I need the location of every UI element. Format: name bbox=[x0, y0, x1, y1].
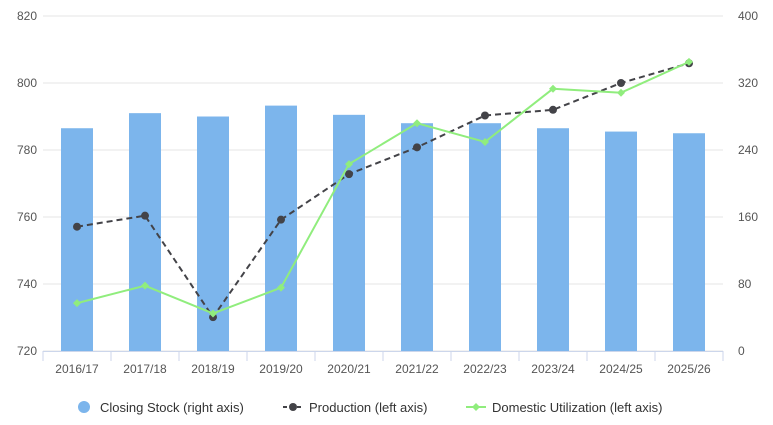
domestic-utilization-point bbox=[685, 57, 693, 66]
legend-swatch-circle bbox=[78, 401, 90, 413]
x-axis-tick-label: 2020/21 bbox=[327, 362, 371, 376]
x-axis-tick-label: 2025/26 bbox=[667, 362, 711, 376]
right-axis-tick-label: 160 bbox=[738, 210, 758, 224]
legend-swatch-marker bbox=[472, 403, 480, 411]
production-point bbox=[141, 211, 149, 220]
legend-swatch-marker bbox=[289, 403, 297, 411]
closing-stock-bar bbox=[333, 114, 365, 351]
x-axis-tick-label: 2016/17 bbox=[55, 362, 99, 376]
production-point bbox=[345, 170, 353, 179]
domestic-utilization-point bbox=[617, 88, 625, 97]
bar-series bbox=[61, 105, 705, 352]
left-axis-tick-label: 720 bbox=[17, 344, 37, 358]
x-axis-tick-label: 2024/25 bbox=[599, 362, 643, 376]
legend-label: Domestic Utilization (left axis) bbox=[492, 400, 663, 415]
legend: Closing Stock (right axis) Production (le… bbox=[78, 400, 663, 415]
legend-item: Closing Stock (right axis) bbox=[78, 400, 244, 415]
axes: 720 0 740 80 760 160 780 240 800 320 820 400 2016/17… bbox=[17, 9, 758, 376]
x-axis-tick-label: 2023/24 bbox=[531, 362, 575, 376]
left-axis-tick-label: 760 bbox=[17, 210, 37, 224]
legend-item: Domestic Utilization (left axis) bbox=[466, 400, 663, 415]
right-axis-tick-label: 240 bbox=[738, 143, 758, 157]
domestic-utilization-point bbox=[141, 281, 149, 290]
production-point bbox=[617, 79, 625, 87]
closing-stock-bar bbox=[605, 131, 637, 351]
right-axis-tick-label: 320 bbox=[738, 76, 758, 90]
domestic-utilization-point bbox=[209, 309, 217, 318]
production-point bbox=[549, 105, 557, 114]
right-axis-tick-label: 0 bbox=[738, 344, 745, 358]
x-axis-tick-label: 2021/22 bbox=[395, 362, 439, 376]
x-axis-tick-label: 2017/18 bbox=[123, 362, 167, 376]
production-point bbox=[481, 111, 489, 120]
production-point bbox=[277, 215, 285, 224]
legend-item: Production (left axis) bbox=[283, 400, 428, 415]
right-axis-tick-label: 400 bbox=[738, 9, 758, 23]
line-series bbox=[73, 57, 693, 322]
left-axis-tick-label: 800 bbox=[17, 76, 37, 90]
closing-stock-bar bbox=[265, 105, 297, 351]
x-axis-tick-label: 2022/23 bbox=[463, 362, 507, 376]
x-axis-tick-label: 2019/20 bbox=[259, 362, 303, 376]
closing-stock-bar bbox=[129, 113, 161, 352]
left-axis-tick-label: 740 bbox=[17, 277, 37, 291]
production-point bbox=[413, 143, 421, 152]
left-axis-tick-label: 780 bbox=[17, 143, 37, 157]
closing-stock-bar bbox=[469, 123, 501, 351]
domestic-utilization-line bbox=[76, 60, 690, 315]
closing-stock-bar bbox=[61, 128, 93, 351]
left-axis-tick-label: 820 bbox=[17, 9, 37, 23]
domestic-utilization-point bbox=[413, 119, 421, 128]
closing-stock-bar bbox=[401, 123, 433, 351]
legend-label: Production (left axis) bbox=[309, 400, 428, 415]
domestic-utilization-point bbox=[277, 283, 285, 292]
domestic-utilization-point bbox=[481, 137, 489, 146]
closing-stock-bar bbox=[673, 133, 705, 351]
production-line bbox=[76, 62, 690, 319]
right-axis-tick-label: 80 bbox=[738, 277, 752, 291]
closing-stock-bar bbox=[537, 128, 569, 351]
domestic-utilization-point bbox=[345, 160, 353, 169]
legend-label: Closing Stock (right axis) bbox=[100, 400, 244, 415]
x-axis-tick-label: 2018/19 bbox=[191, 362, 235, 376]
domestic-utilization-point bbox=[549, 84, 557, 93]
domestic-utilization-point bbox=[73, 299, 81, 308]
production-point bbox=[73, 222, 81, 231]
